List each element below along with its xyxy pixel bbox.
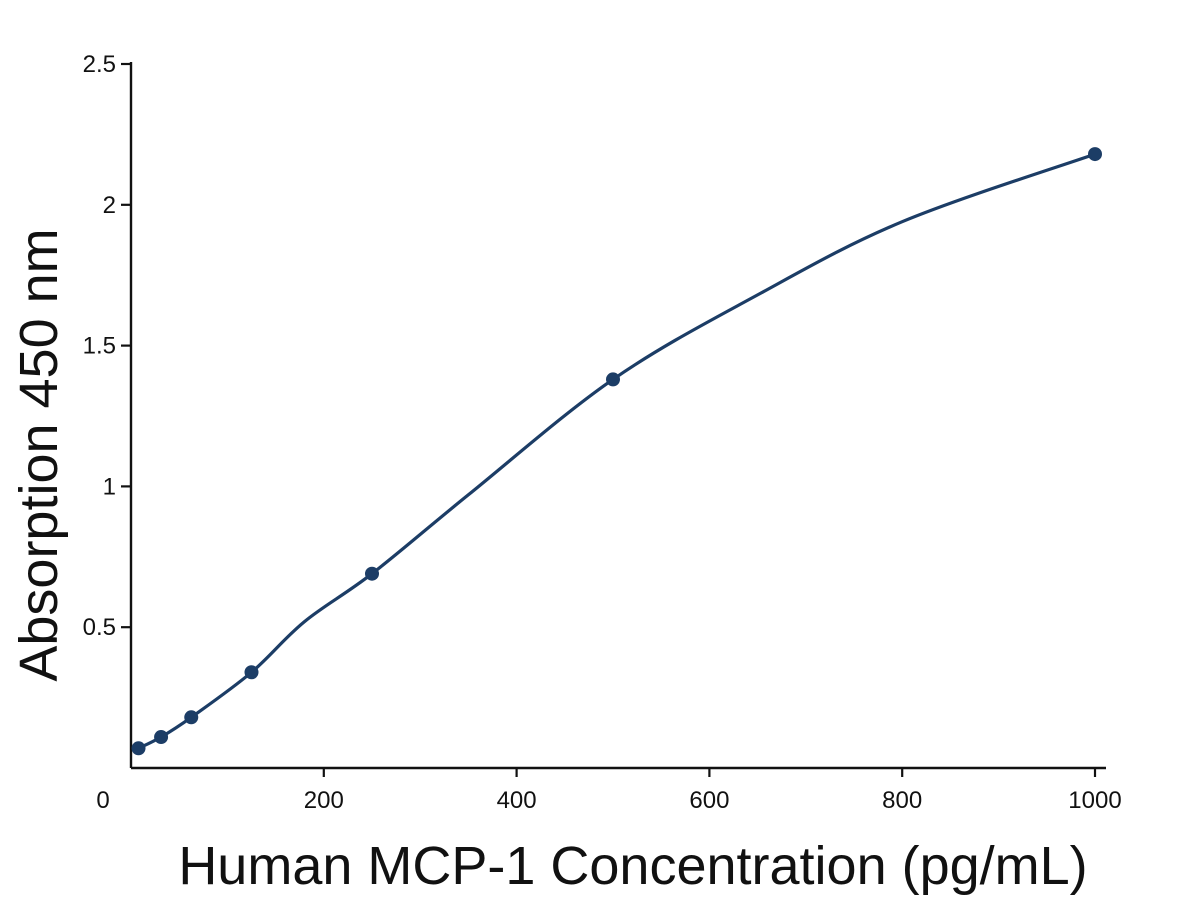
data-point	[244, 665, 259, 680]
data-point	[154, 730, 169, 745]
fit-curve	[137, 152, 1096, 750]
data-point	[365, 566, 379, 581]
x-tick-label: 200	[304, 787, 344, 814]
y-tick-label: 2	[103, 192, 116, 219]
y-tick-label: 0.5	[83, 614, 116, 641]
data-points	[131, 147, 1102, 756]
y-tick-label: 1.5	[83, 333, 116, 360]
data-point	[184, 710, 199, 725]
y-tick-label: 2.5	[83, 51, 116, 78]
x-tick-label: 0	[96, 787, 109, 814]
data-point	[1088, 147, 1102, 162]
y-axis-title: Absorption 450 nm	[9, 228, 69, 681]
x-tick-label: 1000	[1068, 787, 1121, 814]
x-axis-title: Human MCP-1 Concentration (pg/mL)	[178, 836, 1087, 896]
data-point	[606, 372, 620, 387]
y-ticks: 0.5 1 1.5 2 2.5	[83, 51, 131, 641]
x-tick-label: 600	[689, 787, 729, 814]
data-point	[131, 741, 146, 756]
x-ticks: 0 200 400 600 800 1000	[96, 768, 1122, 814]
x-tick-label: 800	[882, 787, 922, 814]
x-tick-label: 400	[497, 787, 537, 814]
y-tick-label: 1	[103, 473, 116, 500]
